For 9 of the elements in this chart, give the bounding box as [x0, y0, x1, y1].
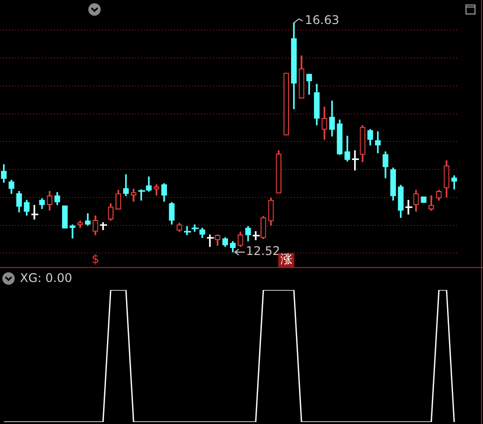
candlestick — [100, 222, 108, 230]
annotation: 12.52 — [246, 244, 280, 258]
candlestick — [352, 150, 359, 170]
candlestick — [184, 226, 192, 236]
annotation: 16.63 — [304, 13, 340, 28]
annotation: 涨 — [280, 252, 292, 266]
candlestick — [70, 224, 76, 238]
annotation: $ — [92, 252, 100, 266]
chart-title: XG: 0.00 — [20, 271, 72, 285]
